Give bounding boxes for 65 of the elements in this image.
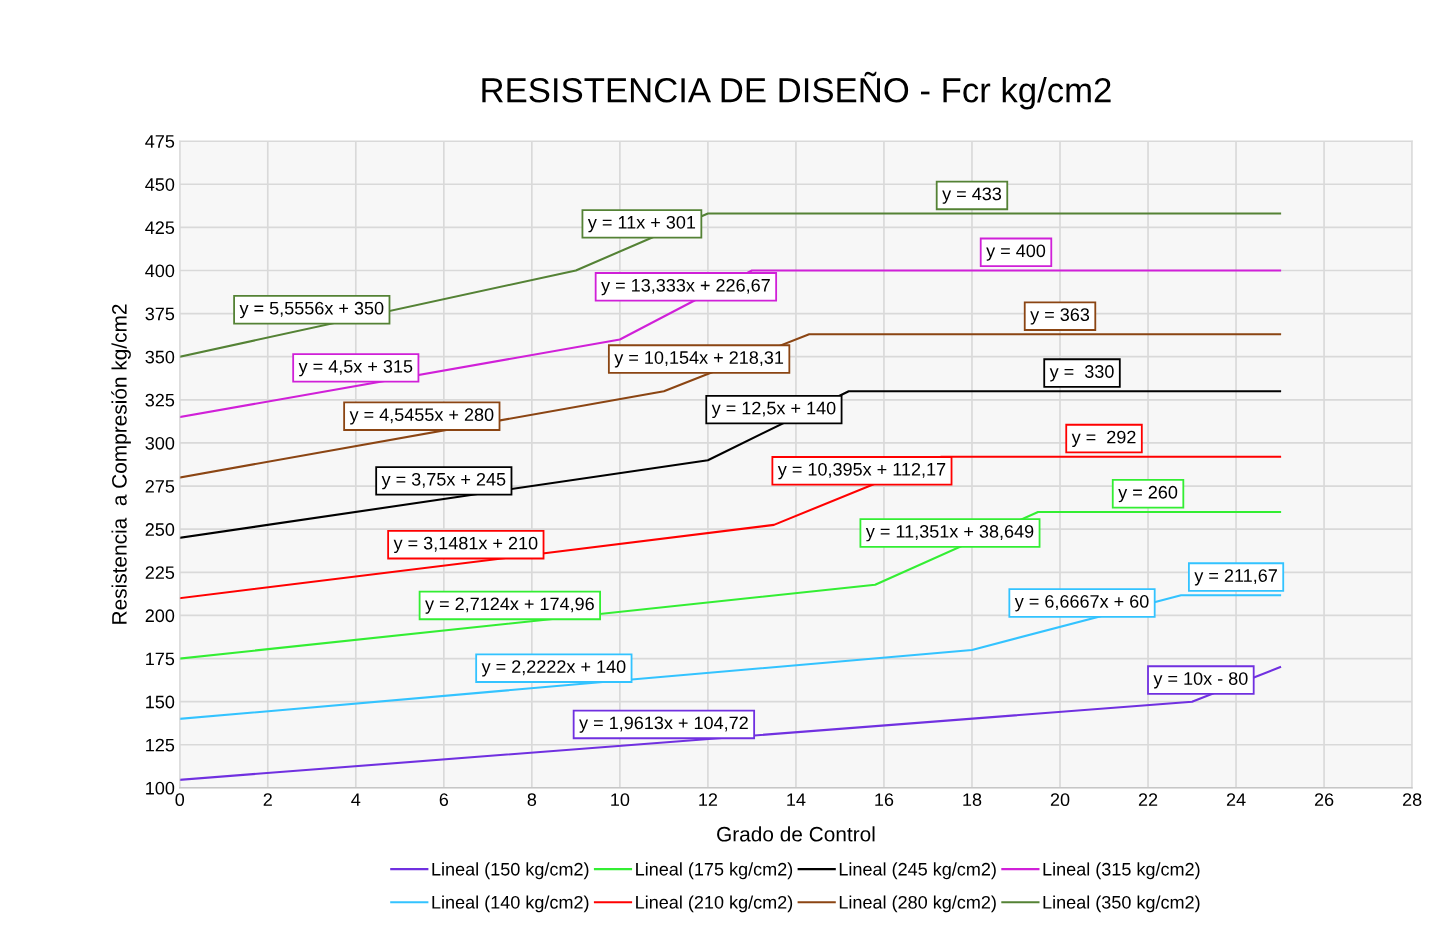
annotation: y = 211,67 [1194, 569, 1277, 586]
y-tick-label: 100 [146, 781, 175, 795]
x-tick-label: 8 [527, 793, 537, 807]
x-tick-label: 18 [963, 793, 982, 807]
x-tick-label: 16 [875, 793, 894, 807]
annotation: y = 2,2222x + 140 [481, 660, 626, 677]
x-axis-title: Grado de Control [717, 826, 875, 842]
annotation: y = 10x - 80 [1153, 672, 1248, 689]
annotation: y = 363 [1030, 308, 1090, 325]
y-tick-label: 125 [146, 738, 175, 752]
x-tick-label: 26 [1314, 793, 1334, 807]
x-tick-label: 24 [1226, 793, 1246, 806]
y-tick-label: 450 [145, 178, 175, 191]
x-tick-label: 14 [787, 793, 806, 806]
annotation: y = 6,6667x + 60 [1014, 595, 1149, 612]
y-tick-label: 425 [145, 221, 175, 235]
annotation: y = 2,7124x + 174,96 [425, 597, 594, 614]
annotation: y = 433 [942, 187, 1002, 204]
y-tick-label: 475 [145, 135, 175, 148]
y-tick-label: 200 [145, 609, 175, 623]
annotation: y = 400 [986, 244, 1046, 261]
annotation: y = 3,1481x + 210 [393, 536, 538, 554]
annotation: y = 3,75x + 245 [381, 472, 506, 490]
y-tick-label: 275 [145, 480, 175, 493]
y-tick-label: 250 [145, 523, 175, 536]
annotation: y = 292 [1071, 430, 1136, 448]
x-tick-label: 6 [439, 793, 449, 807]
x-tick-label: 10 [611, 793, 630, 807]
legend-label: Lineal (315 kg/cm2) [1043, 862, 1200, 880]
annotation: y = 260 [1118, 485, 1178, 503]
annotation: y = 1,9613x + 104,72 [579, 716, 748, 733]
annotation: y = 4,5455x + 280 [349, 408, 494, 425]
legend-label: Lineal (280 kg/cm2) [839, 895, 996, 913]
annotation: y = 10,154x + 218,31 [614, 351, 784, 368]
annotation: y = 10,395x + 112,17 [777, 462, 946, 480]
legend-label: Lineal (350 kg/cm2) [1043, 895, 1200, 913]
annotation: y = 11,351x + 38,649 [865, 525, 1034, 542]
y-tick-label: 350 [145, 350, 175, 364]
legend-label: Lineal (210 kg/cm2) [636, 895, 793, 913]
annotation: y = 4,5x + 315 [298, 359, 413, 377]
annotation: y = 5,5556x + 350 [239, 301, 384, 319]
annotation: y = 330 [1049, 365, 1114, 382]
x-tick-label: 12 [699, 793, 718, 806]
x-tick-label: 20 [1050, 793, 1070, 807]
x-tick-label: 28 [1402, 793, 1422, 807]
y-tick-label: 225 [145, 566, 175, 580]
y-tick-label: 400 [145, 264, 175, 278]
legend-label: Lineal (245 kg/cm2) [839, 862, 996, 880]
y-tick-label: 375 [145, 307, 175, 321]
y-tick-label: 150 [146, 695, 175, 709]
y-tick-label: 325 [145, 393, 175, 407]
annotation: y = 13,333x + 226,67 [601, 278, 770, 296]
legend-label: Lineal (140 kg/cm2) [432, 895, 589, 913]
legend-label: Lineal (150 kg/cm2) [432, 862, 589, 880]
annotation: y = 12,5x + 140 [711, 401, 836, 419]
y-tick-label: 300 [145, 436, 175, 450]
x-tick-label: 0 [175, 793, 185, 807]
x-tick-label: 22 [1138, 793, 1158, 806]
y-axis-title: Resistencia a Compresión kg/cm2 [111, 304, 131, 624]
chart-title: RESISTENCIA DE DISEÑO - Fcr kg/cm2 [482, 71, 1111, 110]
x-tick-label: 2 [263, 793, 272, 806]
x-tick-label: 4 [351, 793, 361, 806]
legend-label: Lineal (175 kg/cm2) [636, 862, 793, 880]
y-tick-label: 175 [146, 652, 175, 666]
annotation: y = 11x + 301 [587, 215, 696, 233]
